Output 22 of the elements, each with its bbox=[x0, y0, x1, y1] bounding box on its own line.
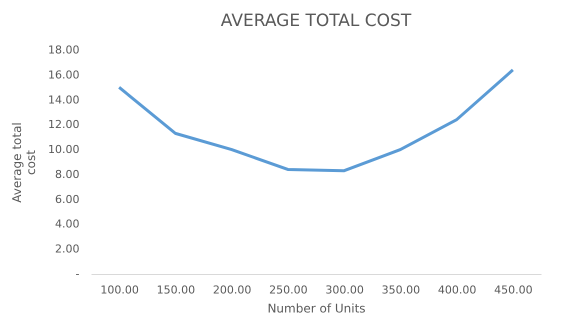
y-axis-title: Average total cost bbox=[10, 122, 38, 203]
x-tick-label: 400.00 bbox=[438, 284, 476, 296]
x-tick-label: 450.00 bbox=[494, 284, 533, 296]
x-tick-label: 250.00 bbox=[269, 284, 308, 296]
x-tick-label: 200.00 bbox=[212, 284, 252, 296]
y-tick-label: 2.00 bbox=[55, 242, 80, 256]
chart-title: AVERAGE TOTAL COST bbox=[220, 11, 412, 31]
x-tick-label: 350.00 bbox=[382, 284, 420, 296]
y-tick-label: 18.00 bbox=[48, 44, 80, 56]
y-tick-label: 14.00 bbox=[48, 93, 80, 106]
y-tick-label: 12.00 bbox=[48, 118, 80, 132]
y-tick-label: 8.00 bbox=[55, 168, 80, 181]
line-series bbox=[118, 68, 514, 172]
y-tick-label: 10.00 bbox=[48, 143, 80, 156]
x-tick-label: 100.00 bbox=[100, 284, 139, 296]
y-tick-label: 16.00 bbox=[48, 68, 80, 82]
y-tick-label: - bbox=[76, 268, 80, 280]
x-axis-title: Number of Units bbox=[267, 302, 366, 316]
x-tick-label: 300.00 bbox=[325, 284, 364, 296]
y-tick-label: 6.00 bbox=[55, 192, 80, 206]
y-tick-label: 4.00 bbox=[55, 218, 80, 231]
x-tick-label: 150.00 bbox=[156, 284, 196, 296]
